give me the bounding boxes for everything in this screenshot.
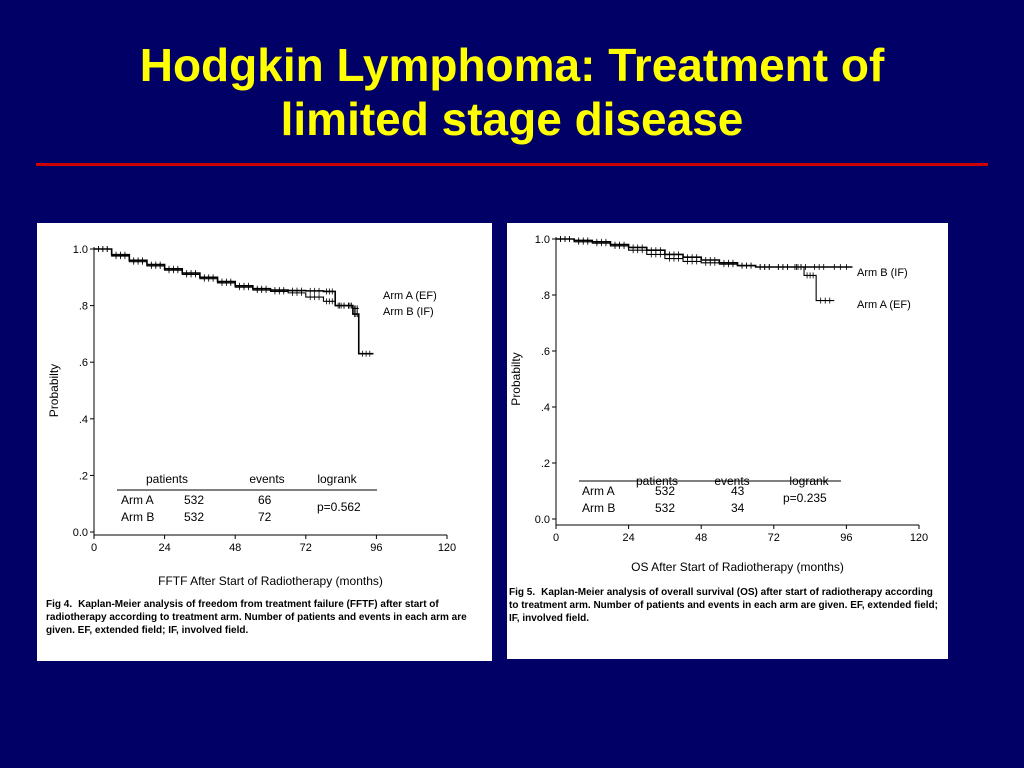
- fftf-y-tick-label: .6: [79, 357, 88, 369]
- os-x-tick-label: 120: [910, 532, 928, 544]
- fftf-table-header: logrank: [317, 472, 357, 486]
- fftf-y-tick-label: .4: [79, 414, 88, 426]
- title-divider: [36, 163, 988, 166]
- os-x-tick-label: 0: [553, 532, 559, 544]
- os-kaplan-meier-chart: 0.0 .2 .4 .6 .8 1.0 0 24 48 72 96 120 OS After Start…: [509, 234, 928, 574]
- fftf-y-tick-label: 0.0: [73, 527, 88, 539]
- fftf-x-tick-label: 0: [91, 542, 97, 554]
- os-caption-text: Kaplan-Meier analysis of overall surviva…: [509, 587, 938, 624]
- os-y-tick-label: .2: [541, 458, 550, 470]
- os-legend-label: Arm A (EF): [857, 299, 911, 311]
- fftf-table-arm: Arm A: [121, 493, 154, 507]
- fftf-x-axis-label: FFTF After Start of Radiotherapy (months…: [158, 574, 383, 588]
- fftf-x-tick-label: 48: [229, 542, 241, 554]
- os-x-tick-label: 48: [695, 532, 707, 544]
- os-figure-panel: 0.0 .2 .4 .6 .8 1.0 0 24 48 72 96 120 OS After Start…: [507, 223, 948, 659]
- os-x-axis-label: OS After Start of Radiotherapy (months): [631, 560, 844, 574]
- fftf-curve-arm-b-if: [94, 248, 359, 309]
- fftf-figure-caption: Fig 4. Kaplan-Meier analysis of freedom f…: [46, 598, 478, 637]
- fftf-kaplan-meier-chart: 0.0 .2 .4 .6 .8 1.0 0 24 48 72 96 120 FFTF After Sta…: [47, 244, 456, 588]
- fftf-x-tick-label: 120: [438, 542, 456, 554]
- fftf-x-tick-label: 96: [370, 542, 382, 554]
- fftf-table-patients: 532: [184, 510, 204, 524]
- fftf-legend-label: Arm A (EF): [383, 290, 437, 302]
- os-logrank-pvalue: p=0.235: [783, 491, 827, 505]
- fftf-x-tick-label: 24: [158, 542, 170, 554]
- slide-title-line-1: Hodgkin Lymphoma: Treatment of: [139, 39, 885, 91]
- os-figure-number: Fig 5.: [509, 587, 536, 598]
- fftf-table-patients: 532: [184, 493, 204, 507]
- fftf-table-events: 66: [258, 493, 272, 507]
- os-x-tick-label: 72: [768, 532, 780, 544]
- os-x-tick-label: 96: [840, 532, 852, 544]
- os-y-tick-label: .8: [541, 290, 550, 302]
- fftf-figure-number: Fig 4.: [46, 599, 73, 610]
- os-table-arm: Arm B: [582, 501, 615, 515]
- fftf-y-tick-label: .2: [79, 470, 88, 482]
- os-y-tick-label: 1.0: [535, 234, 550, 246]
- fftf-table-header: patients: [146, 472, 188, 486]
- fftf-figure-panel: 0.0 .2 .4 .6 .8 1.0 0 24 48 72 96 120 FFTF After Sta…: [37, 223, 492, 661]
- fftf-caption-text: Kaplan-Meier analysis of freedom from tr…: [46, 599, 467, 636]
- fftf-y-tick-label: .8: [79, 301, 88, 313]
- fftf-x-tick-label: 72: [300, 542, 312, 554]
- os-x-tick-label: 24: [622, 532, 634, 544]
- fftf-y-tick-label: 1.0: [73, 244, 88, 256]
- os-table-patients: 532: [655, 484, 675, 498]
- fftf-legend-label: Arm B (IF): [383, 306, 434, 318]
- os-curve-arm-a-ef: [556, 238, 835, 302]
- fftf-logrank-pvalue: p=0.562: [317, 500, 361, 514]
- os-y-tick-label: .6: [541, 346, 550, 358]
- fftf-table-header: events: [249, 472, 284, 486]
- os-y-axis-label: Probabilty: [509, 352, 523, 405]
- os-table-patients: 532: [655, 501, 675, 515]
- os-table-events: 43: [731, 484, 745, 498]
- fftf-table-arm: Arm B: [121, 510, 154, 524]
- slide-title-line-2: limited stage disease: [280, 93, 744, 145]
- os-figure-caption: Fig 5. Kaplan-Meier analysis of overall s…: [509, 586, 941, 625]
- fftf-table-events: 72: [258, 510, 272, 524]
- os-table-arm: Arm A: [582, 484, 615, 498]
- os-legend-label: Arm B (IF): [857, 267, 908, 279]
- slide-title: Hodgkin Lymphoma: Treatment of limited s…: [0, 38, 1024, 146]
- os-table-events: 34: [731, 501, 745, 515]
- os-y-tick-label: .4: [541, 402, 550, 414]
- fftf-y-axis-label: Probabilty: [47, 364, 61, 417]
- os-y-tick-label: 0.0: [535, 514, 550, 526]
